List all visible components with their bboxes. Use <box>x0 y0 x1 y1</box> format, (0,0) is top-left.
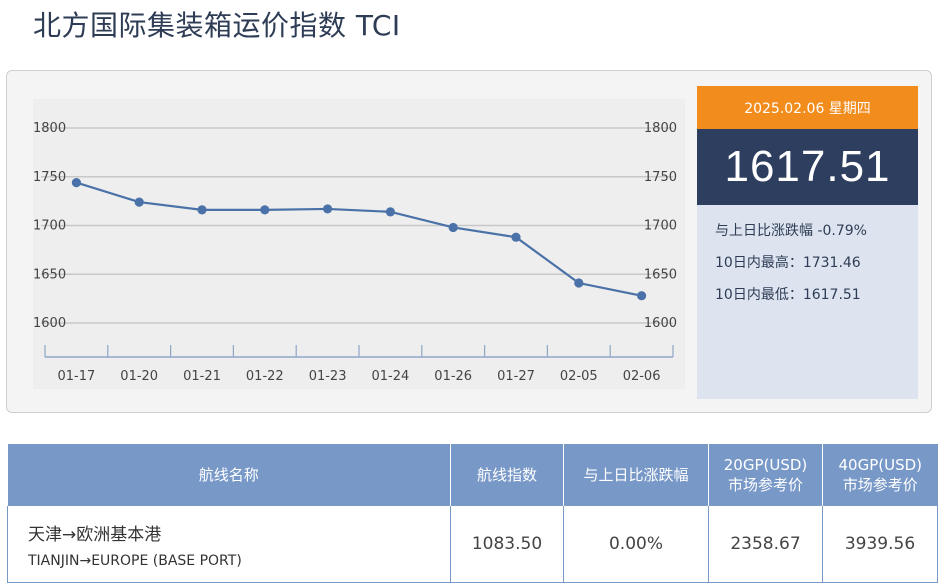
x-tick-label: 01-27 <box>497 369 535 384</box>
index-date: 2025.02.06 星期四 <box>697 86 918 129</box>
x-tick-label: 02-06 <box>623 369 661 384</box>
x-tick-label: 02-05 <box>560 369 598 384</box>
y-tick-label-left: 1650 <box>33 267 66 282</box>
header-20gp-price: 20GP(USD) 市场参考价 <box>708 444 823 506</box>
header-40gp-price: 40GP(USD) 市场参考价 <box>822 444 938 506</box>
route-20gp-cell: 2358.67 <box>708 506 823 583</box>
ten-day-high: 10日内最高：1731.46 <box>715 255 861 271</box>
data-point <box>637 291 647 301</box>
data-point <box>511 232 521 242</box>
header-route-name: 航线名称 <box>7 444 451 506</box>
route-40gp-cell: 3939.56 <box>822 506 938 583</box>
ten-day-low: 10日内最低：1617.51 <box>715 287 861 303</box>
series-line <box>76 181 642 297</box>
y-tick-label-right: 1650 <box>644 267 677 282</box>
data-point <box>134 197 144 207</box>
x-tick-label: 01-21 <box>183 369 221 384</box>
data-point <box>197 205 207 215</box>
data-point <box>448 222 458 233</box>
route-index-table: 航线名称 航线指数 与上日比涨跌幅 20GP(USD) 市场参考价 40GP(US… <box>7 444 938 583</box>
tci-line-chart: 1800 1800 1750 1750 1700 1700 1650 1650 1600 1600… <box>33 99 685 389</box>
y-tick-label-right: 1700 <box>644 219 677 234</box>
data-point <box>385 207 395 217</box>
route-name-en: TIANJIN→EUROPE (BASE PORT) <box>28 552 242 569</box>
index-stats: 与上日比涨跌幅 -0.79% 10日内最高：1731.46 10日内最低：161… <box>697 205 918 317</box>
index-value: 1617.51 <box>697 129 918 205</box>
x-tick-label: 01-17 <box>58 369 96 384</box>
route-name-cell: 天津→欧洲基本港 TIANJIN→EUROPE (BASE PORT) <box>7 506 451 583</box>
index-summary-card: 2025.02.06 星期四 1617.51 与上日比涨跌幅 -0.79% 10… <box>697 86 918 399</box>
header-daily-change: 与上日比涨跌幅 <box>563 444 709 506</box>
x-tick-label: 01-26 <box>434 369 472 384</box>
y-tick-label-right: 1750 <box>644 170 677 185</box>
page-title: 北方国际集装箱运价指数 TCI <box>33 9 401 42</box>
header-route-index: 航线指数 <box>450 444 564 506</box>
table-header-row: 航线名称 航线指数 与上日比涨跌幅 20GP(USD) 市场参考价 40GP(US… <box>7 444 938 506</box>
y-tick-label-right: 1800 <box>644 121 677 136</box>
data-point <box>574 278 584 288</box>
x-tick-label: 01-20 <box>120 369 158 384</box>
x-tick-label: 01-22 <box>246 369 284 384</box>
route-change-cell: 0.00% <box>563 506 709 583</box>
y-tick-label-left: 1600 <box>33 316 66 331</box>
y-tick-label-left: 1800 <box>33 121 66 136</box>
data-point <box>323 204 333 214</box>
data-point <box>260 205 270 215</box>
y-tick-label-left: 1700 <box>33 219 66 234</box>
route-name-cn: 天津→欧洲基本港 <box>28 524 162 545</box>
chart-background <box>33 99 685 389</box>
route-index-cell: 1083.50 <box>450 506 564 583</box>
daily-change: 与上日比涨跌幅 -0.79% <box>715 223 867 239</box>
y-tick-label-right: 1600 <box>644 316 677 331</box>
x-tick-label: 01-24 <box>372 369 410 384</box>
table-row[interactable]: 天津→欧洲基本港 TIANJIN→EUROPE (BASE PORT) 1083… <box>7 506 938 583</box>
data-point <box>71 178 81 188</box>
chart-panel: 1800 1800 1750 1750 1700 1700 1650 1650 1600 1600… <box>6 70 932 413</box>
y-tick-label-left: 1750 <box>33 170 66 185</box>
x-tick-label: 01-23 <box>309 369 347 384</box>
